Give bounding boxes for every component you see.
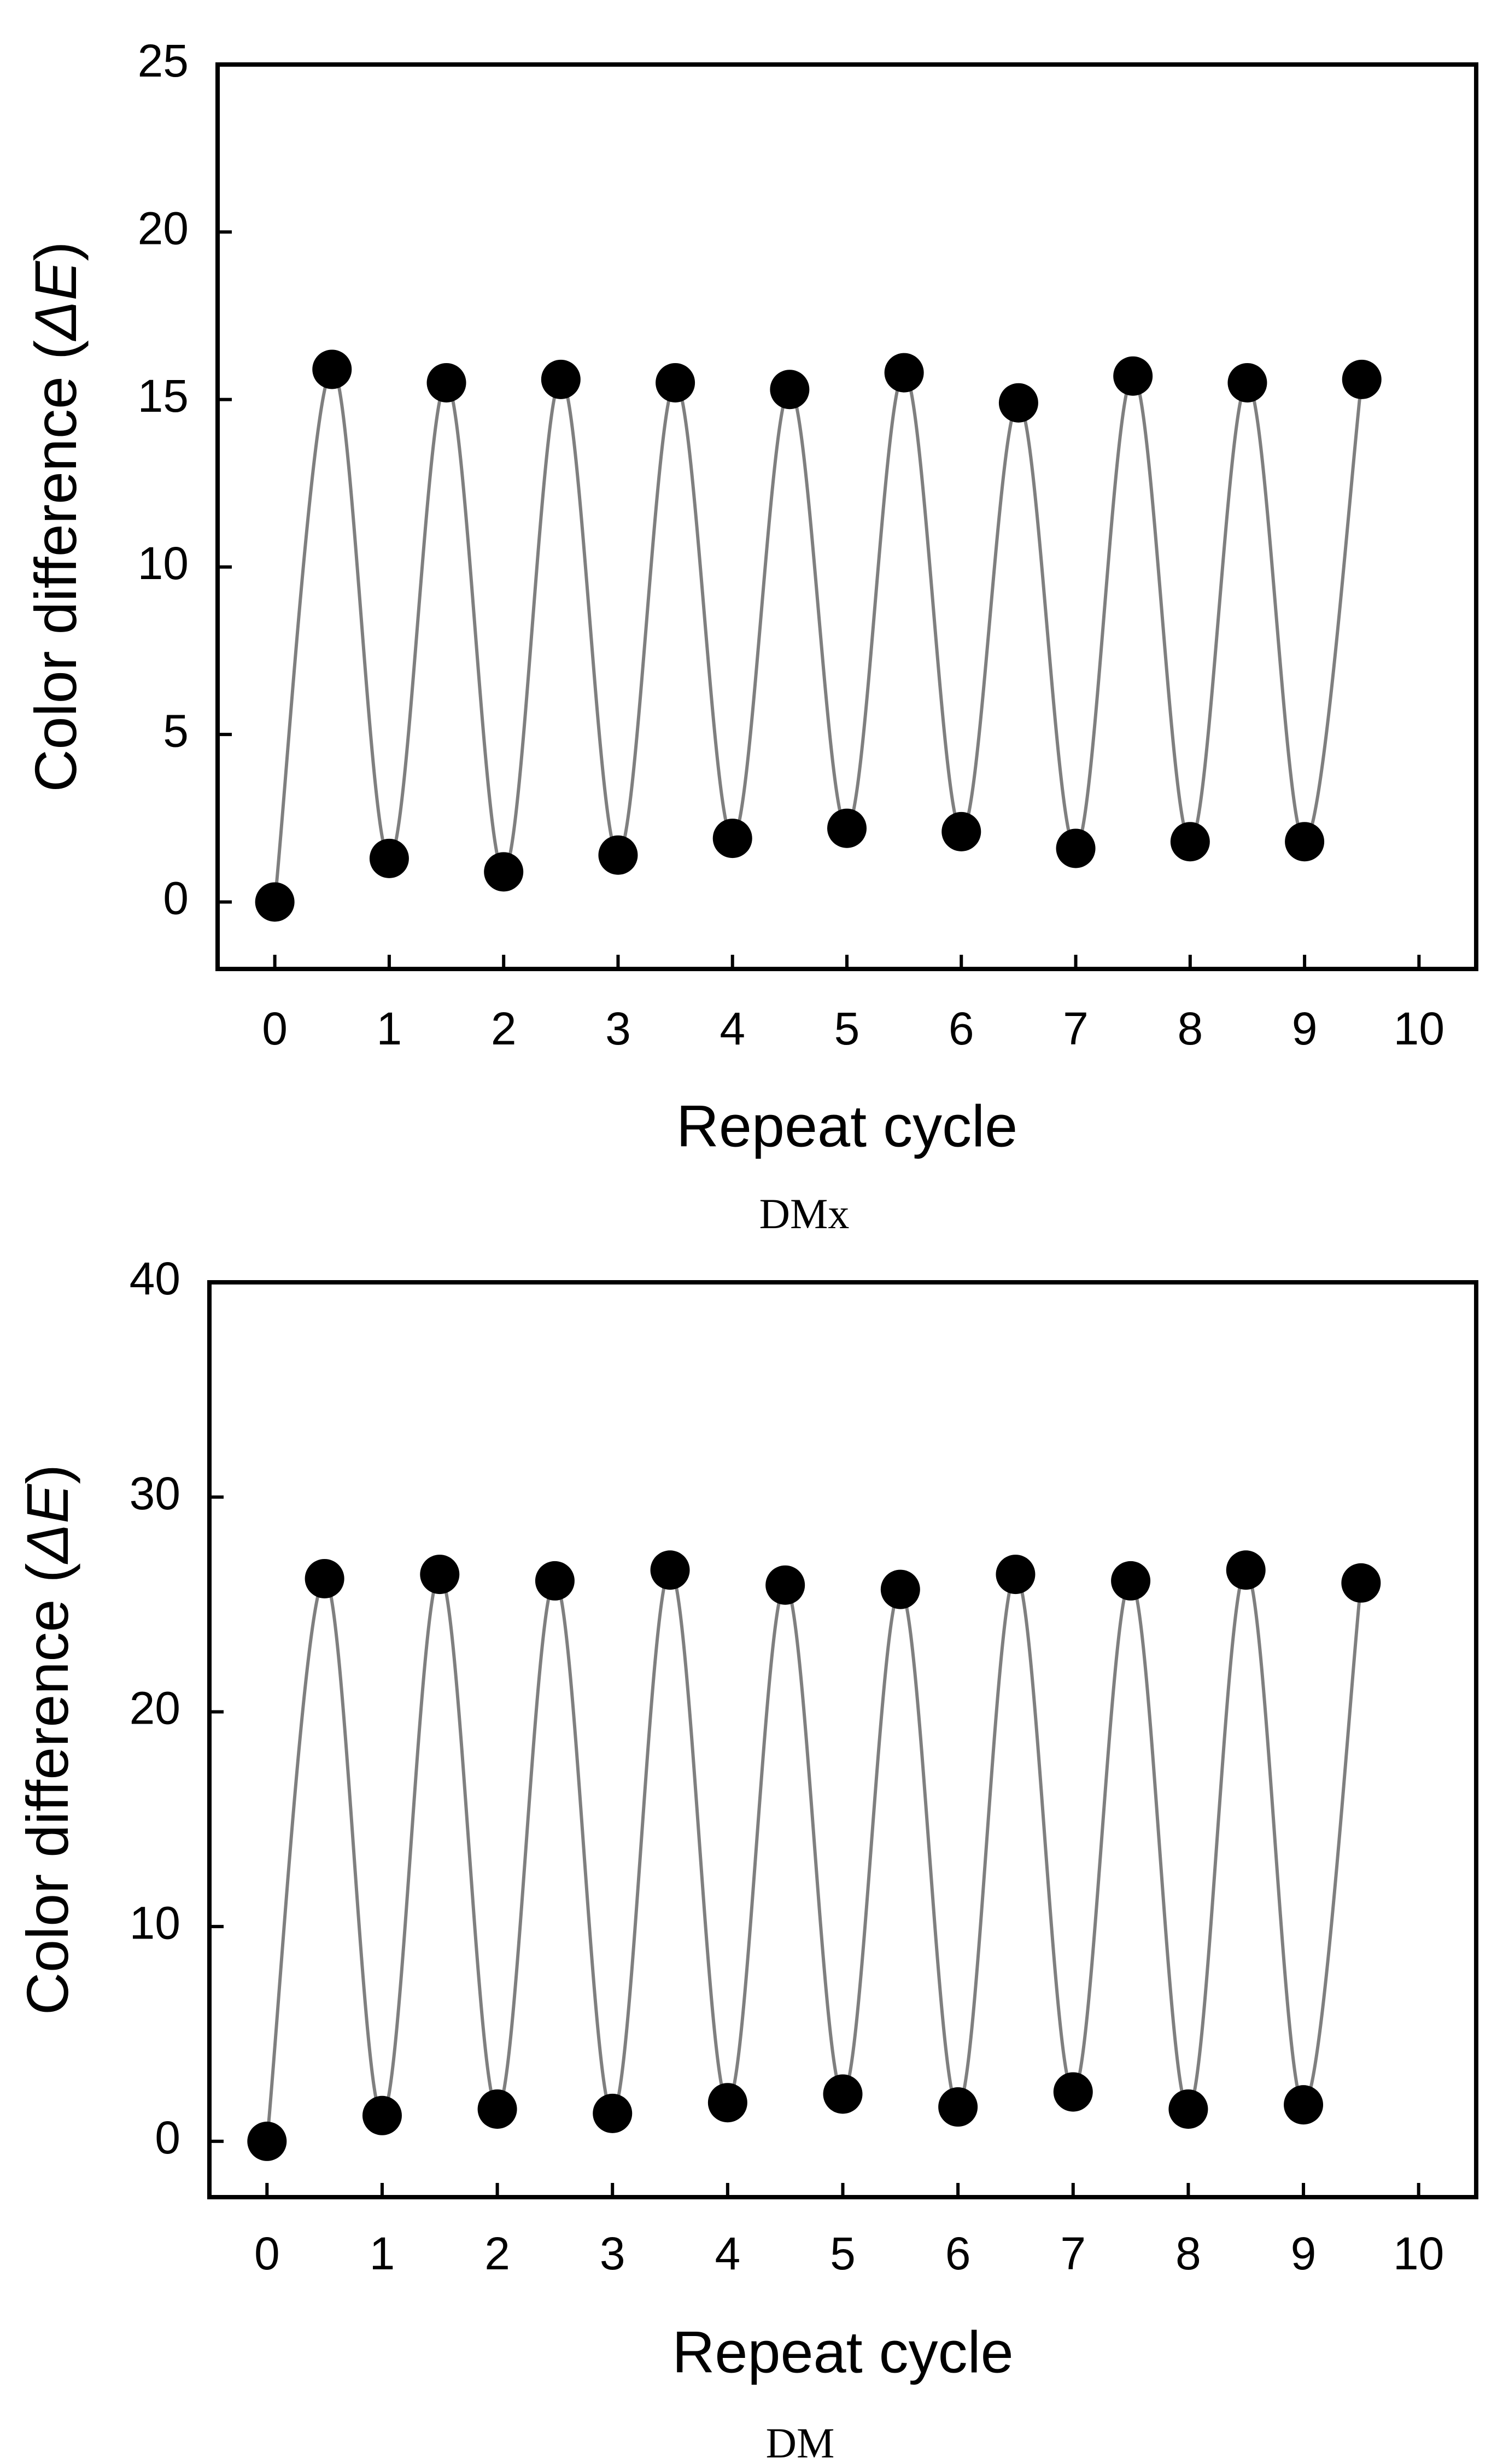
x-tick-label: 1: [370, 2228, 395, 2279]
data-point: [1284, 2085, 1324, 2125]
x-tick-label: 2: [491, 1003, 517, 1054]
data-point: [426, 363, 466, 402]
y-tick-label: 40: [130, 1253, 180, 1304]
x-tick-label: 6: [945, 2228, 971, 2279]
data-point: [765, 1565, 805, 1605]
y-tick-label: 0: [163, 873, 189, 924]
data-point: [1053, 2072, 1093, 2112]
data-point: [1227, 363, 1267, 402]
data-point: [650, 1550, 690, 1590]
data-point: [312, 349, 352, 389]
data-point: [477, 2089, 517, 2129]
y-tick-label: 25: [138, 35, 189, 86]
data-point: [880, 1569, 920, 1609]
data-point: [593, 2093, 633, 2133]
data-point: [1341, 1563, 1381, 1603]
x-tick-label: 4: [720, 1003, 745, 1054]
data-point: [1111, 1561, 1151, 1601]
data-point: [1056, 828, 1096, 868]
x-tick-label: 7: [1063, 1003, 1089, 1054]
x-tick-label: 6: [949, 1003, 974, 1054]
data-point: [420, 1555, 460, 1595]
data-point: [712, 819, 752, 859]
x-tick-label: 5: [830, 2228, 856, 2279]
x-tick-label: 3: [605, 1003, 631, 1054]
data-point: [938, 2087, 978, 2127]
x-tick-label: 5: [834, 1003, 860, 1054]
y-tick-label: 20: [130, 1683, 180, 1734]
data-point: [941, 811, 981, 851]
data-point: [884, 353, 924, 393]
x-tick-label: 2: [484, 2228, 510, 2279]
series-line: [273, 367, 1364, 902]
x-tick-label: 4: [715, 2228, 741, 2279]
data-point: [535, 1561, 575, 1601]
data-point: [998, 383, 1038, 423]
x-tick-label: 1: [377, 1003, 402, 1054]
y-tick-label: 10: [130, 1897, 180, 1948]
chart-dmx: 0 1 2 3 4 5 6 7 8 9 10 0 5 10 15 20 25 Repeat cycle Color …: [22, 35, 1478, 1237]
x-tick-label: 10: [1394, 1003, 1444, 1054]
y-tick-label: 5: [163, 705, 189, 756]
x-tick-label: 9: [1291, 2228, 1317, 2279]
series-line: [265, 1568, 1363, 2142]
x-tick-label: 7: [1060, 2228, 1086, 2279]
data-point: [247, 2121, 287, 2161]
data-point: [770, 370, 810, 410]
data-point: [1113, 356, 1153, 396]
data-point: [1342, 359, 1382, 399]
data-point: [362, 2095, 402, 2135]
x-tick-label: 10: [1393, 2228, 1444, 2279]
plot-frame: [207, 1280, 1478, 2199]
data-point: [656, 363, 695, 402]
x-tick-label: 9: [1292, 1003, 1318, 1054]
data-point: [541, 359, 581, 399]
y-axis-title: Color difference (ΔE): [22, 242, 89, 792]
data-point: [827, 808, 867, 848]
chart-caption: DMx: [759, 1190, 850, 1237]
data-point: [707, 2083, 747, 2123]
data-point: [255, 882, 295, 922]
data-point: [996, 1555, 1036, 1595]
y-axis-title: Color difference (ΔE): [14, 1464, 80, 2015]
data-point: [369, 838, 409, 878]
x-tick-label: 3: [600, 2228, 625, 2279]
data-point: [1285, 822, 1325, 862]
data-point: [823, 2074, 863, 2114]
data-point: [598, 835, 638, 875]
y-tick-label: 10: [138, 538, 189, 589]
y-tick-label: 15: [138, 370, 189, 422]
x-tick-label: 0: [262, 1003, 288, 1054]
data-point: [1168, 2089, 1208, 2129]
y-tick-label: 0: [155, 2112, 180, 2163]
x-axis-title: Repeat cycle: [672, 2319, 1013, 2385]
x-axis-title: Repeat cycle: [676, 1093, 1017, 1159]
y-tick-label: 20: [138, 202, 189, 254]
y-tick-label: 30: [130, 1468, 180, 1519]
data-point: [1226, 1550, 1266, 1590]
chart-dm: 0 1 2 3 4 5 6 7 8 9 10 0 10 20 30 40 Repeat cycle Color d…: [14, 1253, 1478, 2464]
data-point: [484, 852, 524, 892]
data-point: [305, 1558, 344, 1598]
data-point: [1170, 822, 1210, 862]
x-tick-label: 8: [1177, 1003, 1203, 1054]
x-tick-label: 8: [1175, 2228, 1201, 2279]
x-tick-label: 0: [254, 2228, 280, 2279]
chart-caption: DM: [766, 2419, 835, 2464]
